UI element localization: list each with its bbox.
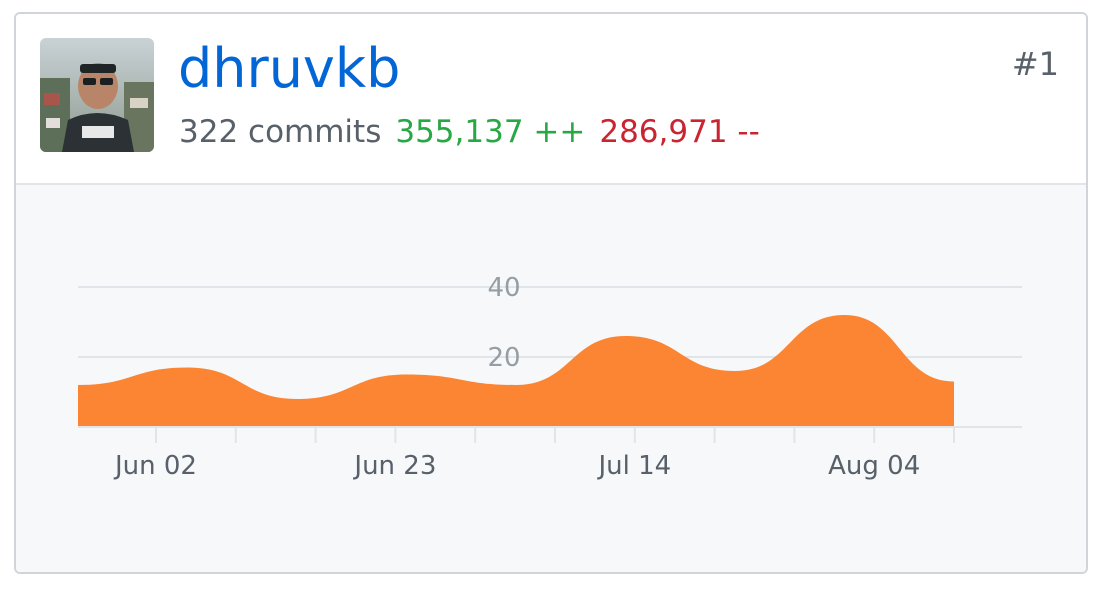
deletions-count: 286,971 -- (599, 114, 760, 150)
x-tick-label: Aug 04 (828, 451, 920, 481)
rank-badge: #1 (1011, 45, 1059, 83)
x-tick-label: Jun 23 (352, 451, 436, 481)
x-tick-label: Jul 14 (596, 451, 671, 481)
contribution-stats: 322 commits 355,137 ++ 286,971 -- (179, 112, 760, 152)
avatar-image (40, 38, 154, 152)
y-tick-label: 20 (487, 343, 520, 373)
x-tick-label: Jun 02 (113, 451, 197, 481)
y-tick-label: 40 (487, 273, 520, 303)
contributor-card: dhruvkb 322 commits 355,137 ++ 286,971 -- … (14, 12, 1088, 574)
avatar[interactable] (40, 38, 154, 152)
card-header: dhruvkb 322 commits 355,137 ++ 286,971 -- … (16, 14, 1086, 185)
commit-activity-chart: 40 20 Jun 02 Jun 23 Jul 14 Aug 04 (16, 185, 1086, 572)
chart-svg: 40 20 Jun 02 Jun 23 Jul 14 Aug 04 (78, 273, 1022, 481)
additions-count: 355,137 ++ (395, 114, 586, 150)
commit-area-series (78, 315, 954, 427)
username-link[interactable]: dhruvkb (178, 37, 401, 100)
commits-link[interactable]: 322 commits (179, 114, 382, 150)
